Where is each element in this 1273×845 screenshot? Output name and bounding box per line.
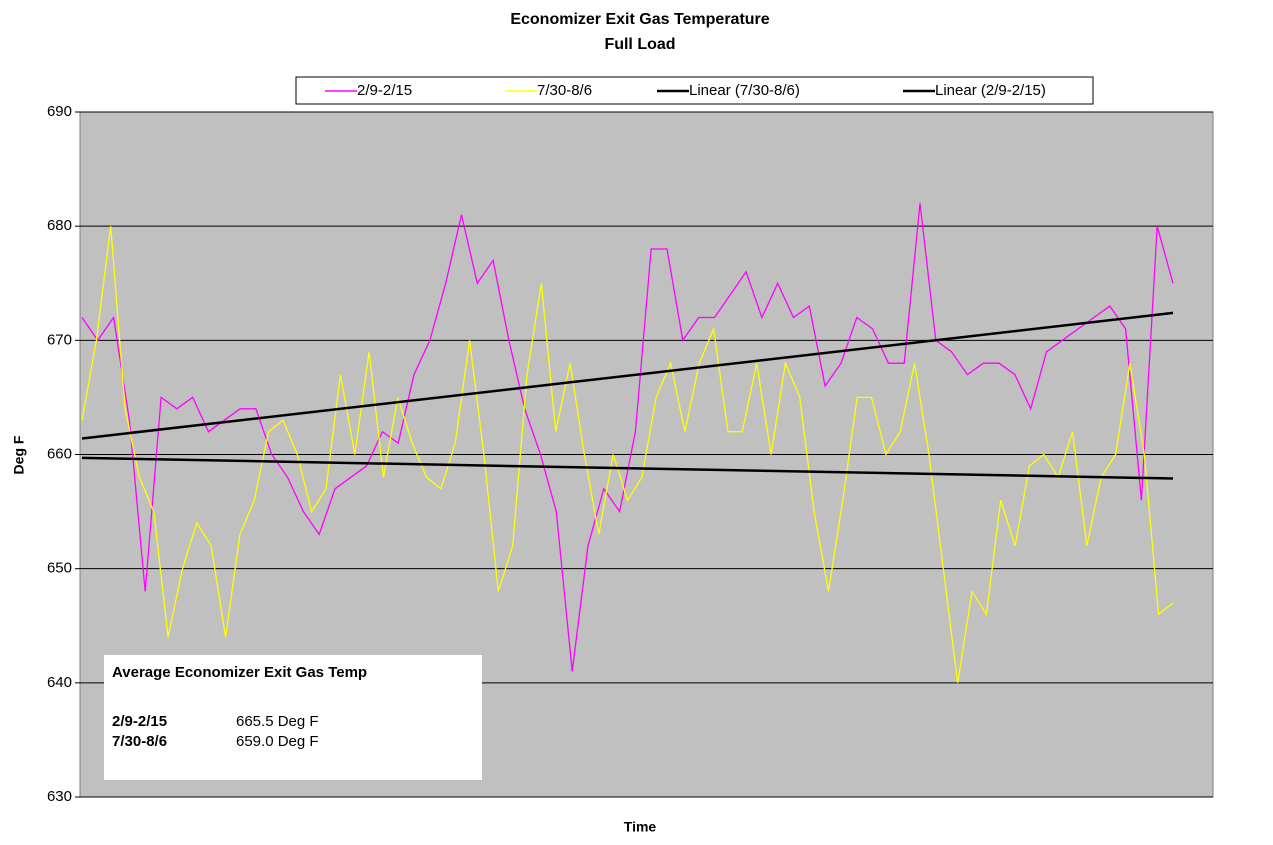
annotation-value: 665.5 Deg F (236, 713, 319, 730)
series-line (81, 203, 1174, 672)
series-line (81, 456, 1174, 480)
legend-box (295, 76, 1094, 105)
annotation-value: 659.0 Deg F (236, 733, 319, 750)
annotation-box (104, 655, 482, 780)
y-tick-label: 640 (47, 674, 72, 691)
annotation-key: 2/9-2/15 (112, 713, 167, 730)
chart-subtitle: Full Load (604, 36, 675, 53)
y-tick-label: 680 (47, 217, 72, 234)
legend-label: Linear (2/9-2/15) (935, 82, 1046, 99)
y-tick-label: 660 (47, 445, 72, 462)
series-line (81, 226, 1174, 683)
legend-label: 2/9-2/15 (357, 82, 412, 99)
legend-label: Linear (7/30-8/6) (689, 82, 800, 99)
series-line (81, 311, 1174, 440)
y-tick-label: 690 (47, 103, 72, 120)
y-tick-label: 650 (47, 560, 72, 577)
legend-label: 7/30-8/6 (537, 82, 592, 99)
y-axis-label: Deg F (11, 435, 27, 474)
chart-title: Economizer Exit Gas Temperature (510, 11, 769, 28)
y-tick-label: 670 (47, 331, 72, 348)
annotation-title: Average Economizer Exit Gas Temp (112, 664, 367, 681)
x-axis-label: Time (624, 819, 657, 835)
y-tick-label: 630 (47, 788, 72, 805)
annotation-key: 7/30-8/6 (112, 733, 167, 750)
